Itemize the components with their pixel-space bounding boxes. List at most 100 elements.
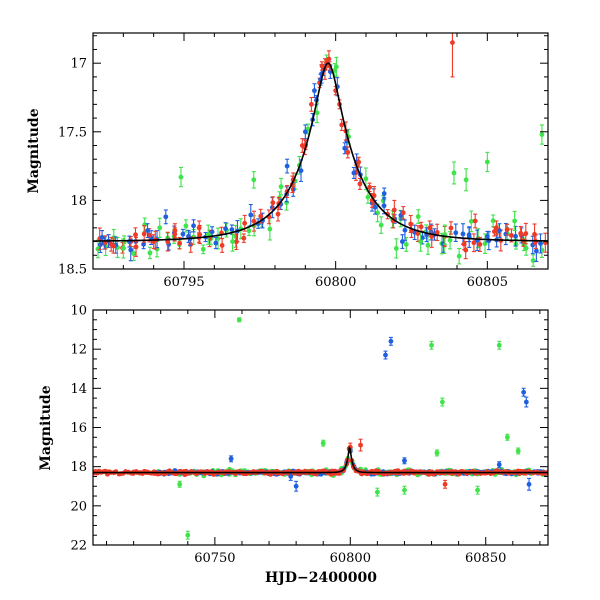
data-point-green (442, 224, 448, 245)
data-point-red (448, 221, 454, 235)
data-point-blue (141, 239, 146, 250)
data-point-red (442, 479, 448, 489)
data-point-green (434, 449, 440, 457)
data-point-green (267, 217, 273, 241)
data-point-red (427, 220, 433, 236)
data-point-red (219, 226, 224, 240)
data-point-blue (293, 480, 299, 492)
data-point-green (185, 530, 191, 540)
data-point-blue (521, 387, 527, 397)
data-point-blue (400, 234, 405, 249)
data-point-red (196, 220, 202, 236)
data-point-red (299, 138, 305, 153)
data-point-green (512, 210, 518, 232)
data-point-blue (163, 209, 169, 225)
data-point-green (183, 219, 189, 233)
data-point-red (345, 146, 351, 159)
data-point-green (530, 254, 536, 267)
x-tick-label: 60795 (163, 275, 204, 290)
y-tick-label: 12 (70, 343, 87, 358)
data-point-red (251, 210, 257, 232)
data-point-green (236, 317, 242, 323)
y-tick-label: 17 (70, 57, 87, 72)
data-point-blue (223, 222, 228, 236)
data-point-green (278, 177, 284, 196)
data-point-green (393, 238, 399, 259)
data-point-green (451, 161, 457, 185)
data-point-red (472, 213, 478, 229)
data-point-red (358, 438, 363, 452)
data-point-green (490, 214, 496, 228)
data-point-blue (388, 336, 394, 346)
data-point-red (494, 220, 499, 236)
data-point-red (275, 206, 281, 222)
data-point-blue (453, 223, 459, 242)
y-tick-label: 10 (70, 304, 87, 319)
y-tick-label: 14 (70, 382, 87, 397)
data-point-blue (538, 233, 543, 254)
data-point-red (133, 227, 138, 243)
bottom-panel-y-axis-label: Magnitude (38, 385, 54, 470)
x-tick-label: 60805 (467, 275, 508, 290)
data-point-red (270, 196, 276, 210)
data-point-blue (228, 455, 234, 463)
y-tick-label: 16 (70, 421, 87, 436)
top-panel-y-axis-label: Magnitude (26, 108, 42, 193)
y-tick-label: 17.5 (58, 125, 87, 140)
data-point-red (504, 223, 510, 236)
data-point-red (369, 192, 375, 208)
y-tick-label: 18 (70, 194, 87, 209)
data-point-red (97, 227, 103, 251)
data-point-green (200, 244, 206, 255)
data-point-green (504, 433, 510, 441)
y-tick-label: 20 (70, 499, 87, 514)
bottom-panel-x-axis-label: HJD−2400000 (265, 570, 377, 586)
data-point-green (429, 340, 434, 350)
data-point-green (475, 485, 480, 495)
data-point-blue (526, 477, 532, 491)
data-point-blue (381, 187, 387, 200)
data-point-blue (496, 461, 502, 469)
data-point-green (439, 397, 445, 407)
bottom-panel-light-curve-full: 60750 60800 60850 10 12 14 16 18 20 22 (70, 304, 549, 566)
data-point-red (108, 236, 114, 252)
data-point-green (320, 439, 326, 447)
data-point-blue (191, 219, 196, 233)
data-point-blue (523, 396, 529, 408)
data-point-blue (402, 457, 407, 465)
data-point-red (241, 233, 247, 243)
data-point-blue (284, 158, 290, 174)
data-point-red (400, 206, 406, 220)
data-point-green (157, 217, 163, 238)
data-point-red (258, 208, 264, 224)
data-point-red (509, 228, 514, 243)
data-point-green (539, 124, 545, 145)
data-point-red (418, 221, 424, 232)
data-point-blue (99, 230, 105, 245)
data-point-green (363, 167, 369, 191)
data-point-blue (312, 83, 317, 99)
data-point-green (456, 247, 462, 265)
top-panel-light-curve-zoom: 60795 60800 60805 17 17.5 18 18.5 (58, 32, 549, 290)
data-point-green (418, 231, 423, 252)
data-point-green (496, 340, 502, 350)
x-tick-label: 60850 (465, 551, 506, 566)
data-point-blue (351, 166, 357, 179)
data-point-green (468, 210, 474, 233)
x-tick-label: 60800 (330, 551, 371, 566)
x-tick-label: 60750 (194, 551, 235, 566)
plot-frame (92, 32, 549, 270)
y-tick-label: 18 (70, 460, 87, 475)
data-point-blue (383, 350, 388, 360)
data-point-red (471, 233, 477, 253)
data-point-green (251, 171, 257, 189)
data-point-blue (302, 124, 308, 140)
data-point-green (515, 447, 521, 455)
data-point-red (434, 223, 440, 242)
plot-frame (92, 309, 549, 546)
data-point-green (205, 224, 211, 245)
data-point-red (450, 33, 455, 78)
data-point-green (120, 238, 126, 259)
model-curve (93, 445, 548, 474)
data-point-green (463, 168, 469, 192)
